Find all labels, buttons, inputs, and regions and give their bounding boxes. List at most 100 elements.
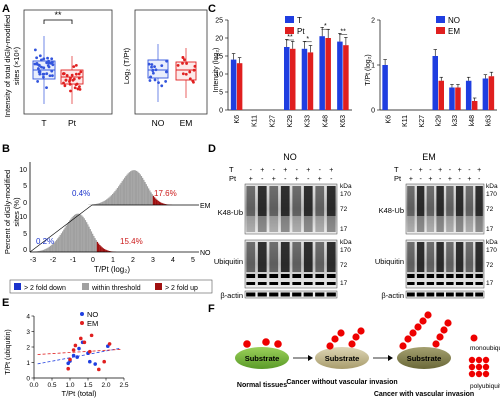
d-lane-band-ub-low [315, 282, 325, 285]
c2-xtick: K11 [402, 115, 409, 127]
d-lane-band-actin [445, 292, 454, 297]
d-mark-t: - [468, 167, 471, 174]
panel-label-a: A [2, 3, 10, 15]
e-xtick-label: 0.5 [47, 382, 56, 389]
d-lane-lower-k48 [407, 216, 415, 232]
d-mark-t: - [429, 167, 432, 174]
c1-yticks: 0 5 10 15 20 25 [215, 18, 228, 115]
e-xtick-label: 2.0 [101, 382, 110, 389]
d-lane-band-ub-low [326, 282, 336, 285]
f-substrate-normal [235, 347, 289, 369]
b-em-hist-bar [139, 174, 141, 205]
d-mark-t: - [410, 167, 413, 174]
e-legend-em: EM [87, 319, 98, 328]
d-lane-band-ub-low [407, 282, 415, 285]
b-no-hist-bar [40, 250, 42, 252]
d-lane-smear-ub [326, 242, 336, 272]
c1-significance: ** **** [286, 23, 348, 43]
f-mono-2 [262, 338, 270, 346]
c1-xtick: K27 [269, 115, 276, 128]
a-point-no [154, 68, 158, 72]
b-em-hist-bar [118, 186, 120, 205]
c2-xtick: k33 [452, 115, 459, 126]
e-point-no [88, 359, 92, 364]
b-no-hist-bar [44, 249, 46, 252]
b-em-hist-bar [120, 182, 122, 205]
b-em-up-pct: 17.6% [154, 189, 177, 198]
b-no-hist-bar [76, 213, 78, 252]
a-point-em [184, 72, 188, 76]
b-no-hist-bar [84, 220, 87, 252]
a-point-pt [72, 77, 76, 81]
b-em-hist-bar [97, 203, 99, 205]
d-em-title: EM [422, 152, 436, 162]
f-substrate-vi-label: Substrate [407, 354, 442, 363]
a-point-no [164, 70, 168, 74]
d-mark-pt: - [307, 176, 310, 183]
a-point-t [40, 58, 43, 62]
c2-xtick: K6 [385, 115, 392, 124]
b-xtick-8: 4 [171, 257, 175, 264]
d-lane-band-ub-low [246, 282, 256, 285]
d-lane-band-ub [269, 274, 279, 278]
a-point-pt [74, 83, 78, 87]
d-lane-band-ub-low [257, 282, 267, 285]
a-point-t [51, 74, 54, 78]
a-point-t [35, 56, 39, 60]
d-lane-smear-k48 [455, 186, 464, 216]
e-point-no [71, 353, 76, 358]
b-no-hist-bar [58, 236, 60, 252]
b-em-hist-bar [144, 181, 146, 205]
a-point-t [35, 62, 39, 65]
c1-xtick: K33 [305, 115, 312, 128]
e-ytick-label: 4 [26, 314, 30, 321]
f-ubiquitin [404, 335, 412, 343]
f-legend-poly-dot [482, 363, 490, 371]
a-point-no [151, 71, 155, 75]
a-point-pt [63, 84, 67, 88]
d-mark-t: + [458, 167, 462, 174]
f-arrowhead-1 [308, 355, 313, 361]
c1-ytick-label: 0 [219, 108, 223, 115]
b-no-hist-bar [39, 250, 41, 252]
d-no-mw-4: 170 [340, 247, 351, 254]
b-no-hist-bar [90, 231, 93, 252]
d-mark-t: - [296, 167, 299, 174]
d-lane-smear-ub [292, 242, 302, 272]
a-sig-label: ** [54, 10, 62, 20]
c1-bar [325, 38, 331, 110]
e-point-no [77, 346, 81, 351]
b-row-em: EM [200, 203, 211, 210]
b-em-hist-bar [115, 189, 117, 205]
e-ylabel: T/Pt (ubiquitin) [5, 329, 12, 375]
f-legend-mono: monoubiquitin [470, 345, 500, 352]
e-xlabel: T/Pt (total) [61, 389, 97, 398]
a-point-no [160, 84, 164, 88]
d-em-actin-label: β-actin [381, 291, 404, 300]
e-trendline-em [37, 348, 121, 355]
b-ytick-4: 10 [19, 214, 27, 221]
c1-bar [284, 47, 290, 110]
a-point-no [153, 78, 157, 82]
d-em-mw-6: 17 [486, 280, 494, 287]
d-lane-lower-k48 [280, 216, 290, 232]
d-lane-smear-k48 [292, 186, 302, 216]
d-no-mw-6: 17 [340, 280, 348, 287]
a-point-em [192, 80, 195, 84]
b-em-hist-bar [94, 204, 96, 205]
d-lane-band-ub-low [446, 282, 454, 285]
panel-label-e: E [2, 297, 9, 309]
b-em-hist-bar [103, 200, 105, 205]
e-point-em [73, 343, 78, 348]
a-point-pt [62, 81, 65, 85]
d-no-mw-3: 17 [340, 226, 348, 233]
a-point-t [40, 65, 43, 69]
c2-xtick: k63 [486, 115, 493, 126]
b-em-hist-bar [143, 179, 145, 205]
d-mark-t: + [306, 167, 310, 174]
f-polyubiquitin-chain-2 [326, 327, 365, 350]
d-mark-pt: + [295, 176, 299, 183]
c2-bar [438, 80, 444, 110]
b-no-hist-bar [42, 249, 45, 252]
